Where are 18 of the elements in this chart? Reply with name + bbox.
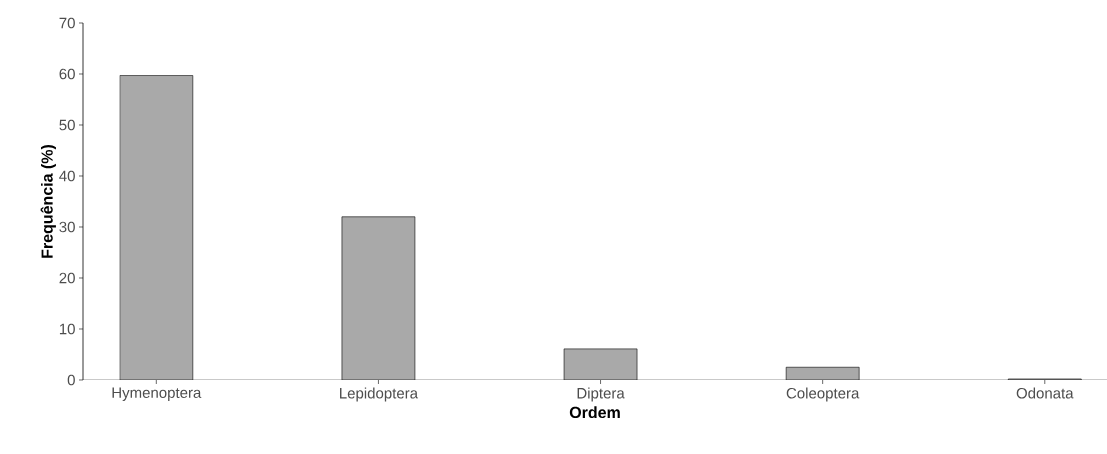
y-tick-label: 50 [59, 119, 75, 131]
y-tick-label: 30 [59, 221, 75, 233]
y-tick-label: 20 [59, 272, 75, 284]
y-tick-label: 40 [59, 170, 75, 182]
x-tick-label: Lepidoptera [340, 387, 419, 402]
x-tick-label: Hymenoptera [112, 387, 202, 401]
x-tick-label: Diptera [577, 387, 625, 402]
bar [341, 216, 416, 380]
x-tick-label: Odonata [1016, 387, 1074, 399]
y-tick-label: 70 [59, 17, 75, 29]
y-axis-title: Frequência (%) [40, 144, 56, 258]
x-tick-label: Coleoptera [786, 387, 860, 402]
y-tick-label: 10 [59, 323, 75, 335]
x-axis-title: Ordem [569, 406, 620, 419]
bar [119, 75, 194, 380]
bar [563, 348, 638, 380]
y-tick-label: 0 [67, 374, 75, 386]
y-tick-label: 60 [59, 68, 75, 80]
